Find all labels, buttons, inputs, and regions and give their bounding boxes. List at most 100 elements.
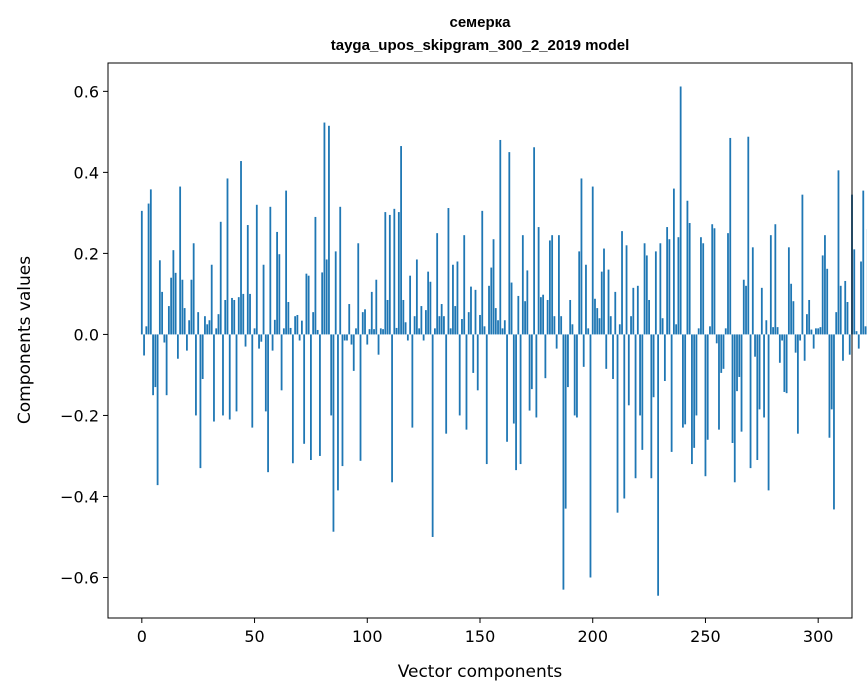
bar <box>330 334 333 416</box>
bar <box>192 243 195 335</box>
bar <box>382 329 384 335</box>
bar <box>235 334 238 412</box>
bar <box>461 319 463 335</box>
bar <box>666 227 669 335</box>
bar <box>727 233 729 335</box>
bar <box>772 327 774 335</box>
bar <box>447 208 450 335</box>
bar <box>715 334 718 344</box>
bar <box>454 306 457 335</box>
bar <box>143 334 145 356</box>
bar <box>815 328 817 335</box>
bar <box>785 334 788 394</box>
bar <box>350 334 353 345</box>
bar <box>749 334 752 469</box>
bar <box>215 328 218 335</box>
bar <box>366 334 369 345</box>
bar <box>485 334 488 465</box>
bar <box>456 261 459 335</box>
bar <box>812 334 815 349</box>
bar <box>183 308 186 335</box>
bar <box>415 259 418 335</box>
bar <box>625 245 628 335</box>
bar <box>848 334 851 355</box>
bar <box>787 247 790 335</box>
bar <box>316 329 319 335</box>
bar <box>648 299 650 335</box>
bar <box>163 334 166 343</box>
bar <box>679 86 682 335</box>
bar <box>303 334 306 444</box>
bar <box>747 136 750 335</box>
y-tick-label: −0.4 <box>60 487 99 506</box>
bar <box>555 334 558 349</box>
bar <box>434 328 436 335</box>
bar <box>794 334 797 353</box>
bar <box>614 291 617 335</box>
bar <box>790 283 793 335</box>
bar <box>548 240 551 335</box>
bar <box>675 324 678 335</box>
y-tick-label: 0.0 <box>74 325 99 344</box>
bar <box>535 334 538 418</box>
bar <box>781 334 784 341</box>
bar <box>517 295 520 335</box>
bar <box>830 334 833 410</box>
bar <box>190 279 193 335</box>
bar <box>490 267 493 335</box>
bar <box>337 334 339 491</box>
bar <box>276 231 278 335</box>
bar <box>591 186 594 335</box>
bar <box>291 334 294 464</box>
bar <box>375 279 378 335</box>
bar <box>578 251 581 335</box>
bar <box>195 334 197 416</box>
bar <box>314 216 317 335</box>
bar <box>524 301 526 335</box>
bar <box>242 293 245 335</box>
bar <box>278 254 281 335</box>
bar <box>287 302 290 335</box>
bar <box>672 188 675 335</box>
bar <box>310 334 312 460</box>
bar <box>763 334 765 418</box>
bar <box>769 235 772 335</box>
bar <box>558 235 560 335</box>
bar <box>515 334 517 471</box>
bar <box>255 204 258 335</box>
bar <box>501 328 504 335</box>
bar <box>657 334 660 596</box>
bar <box>467 312 470 335</box>
bar <box>677 237 680 335</box>
bar <box>738 334 741 377</box>
bar <box>443 316 445 335</box>
bar <box>300 320 303 335</box>
bar <box>519 334 522 465</box>
bar <box>618 324 621 335</box>
bar <box>729 137 732 335</box>
bar <box>839 285 842 335</box>
bar <box>231 297 233 335</box>
bar <box>206 324 209 335</box>
bar <box>801 194 804 335</box>
bar <box>576 334 578 418</box>
bar <box>422 334 425 341</box>
bar <box>731 334 734 443</box>
bar <box>821 255 824 335</box>
bar <box>186 334 188 351</box>
bar <box>650 334 653 479</box>
bar <box>623 334 626 499</box>
bar <box>833 334 835 510</box>
bar <box>616 334 619 513</box>
bar <box>339 206 342 335</box>
x-tick-label: 0 <box>137 627 147 646</box>
bar <box>364 309 366 335</box>
bar <box>181 279 184 335</box>
bar <box>343 334 346 341</box>
x-tick-label: 50 <box>244 627 264 646</box>
bar <box>204 316 206 335</box>
bar <box>156 334 159 486</box>
bar <box>630 316 632 335</box>
bar <box>377 334 380 355</box>
bar <box>567 334 569 388</box>
